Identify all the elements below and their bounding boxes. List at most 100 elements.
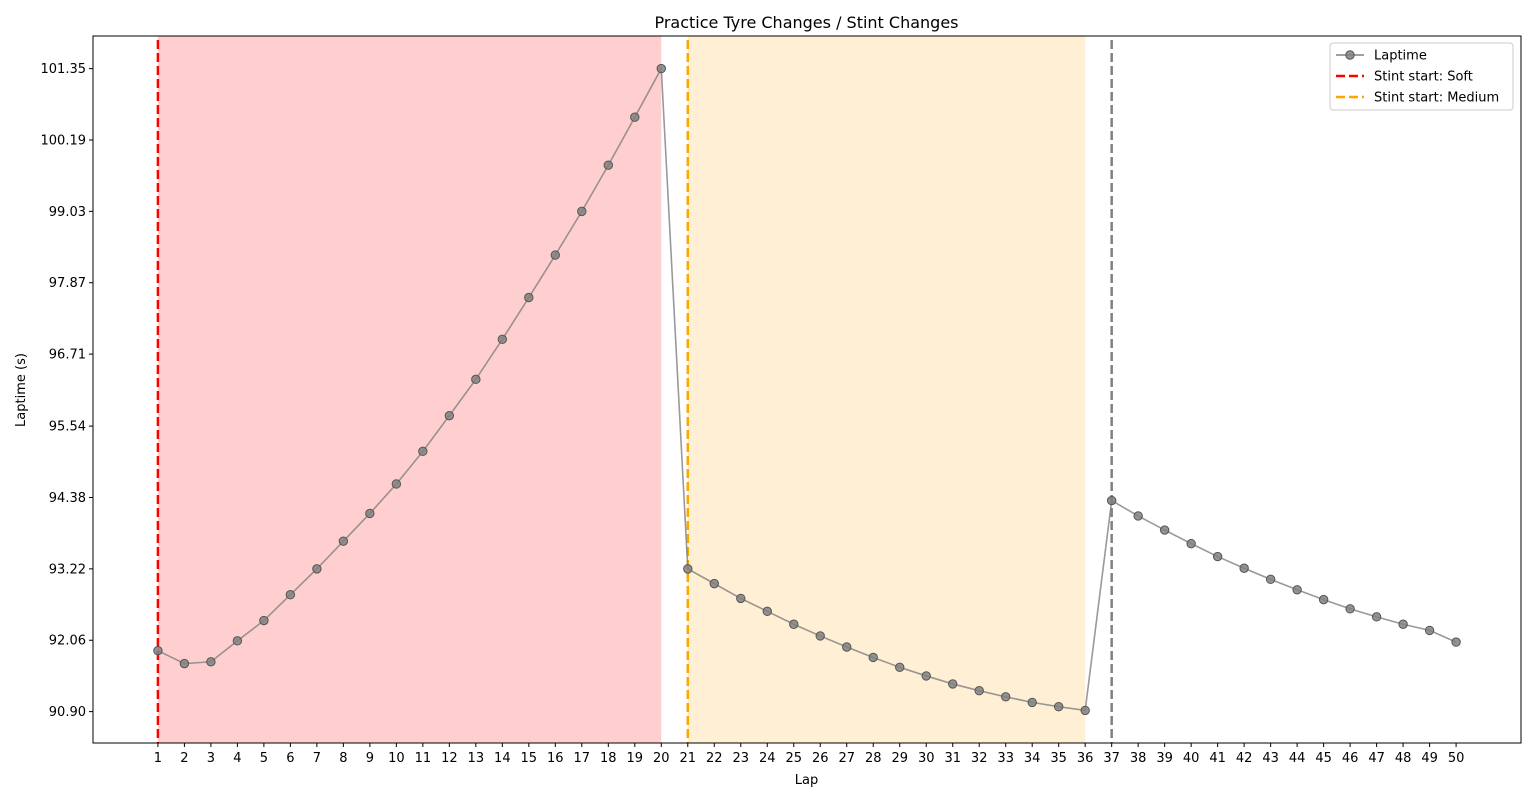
data-point xyxy=(1398,619,1408,629)
x-tick-label: 7 xyxy=(313,751,321,766)
y-tick-label: 96.71 xyxy=(49,348,86,363)
x-tick-label: 14 xyxy=(494,751,511,766)
x-tick-label: 17 xyxy=(574,751,591,766)
data-point xyxy=(497,334,508,345)
x-tick-label: 21 xyxy=(680,751,697,766)
x-tick-label: 23 xyxy=(732,751,749,766)
y-axis-label: Laptime (s) xyxy=(14,353,29,427)
data-point xyxy=(1001,692,1011,702)
x-tick-label: 40 xyxy=(1183,751,1200,766)
y-tick-label: 90.90 xyxy=(49,705,86,720)
x-tick-label: 4 xyxy=(233,751,241,766)
series-line-1 xyxy=(157,65,1457,712)
series-layer xyxy=(153,63,1461,716)
x-tick-label: 34 xyxy=(1024,751,1041,766)
x-axis: 1 2 3 4 5 6 7 8 9 10 11 12 13 14 15 16 17 18 19 20 21 22 23 24 2… xyxy=(154,743,1465,766)
legend-label: Stint start: Medium xyxy=(1374,91,1499,106)
y-tick-label: 99.03 xyxy=(49,205,86,220)
data-point xyxy=(1239,563,1249,573)
data-point xyxy=(1451,637,1461,647)
x-tick-label: 36 xyxy=(1077,751,1094,766)
data-point xyxy=(550,250,561,260)
x-tick-label: 45 xyxy=(1315,751,1332,766)
data-point xyxy=(1133,511,1143,521)
data-point xyxy=(868,652,878,663)
data-point xyxy=(1159,525,1170,535)
data-point xyxy=(1292,585,1302,595)
data-point xyxy=(1318,594,1329,605)
x-tick-label: 15 xyxy=(521,751,538,766)
y-tick-label: 94.38 xyxy=(49,491,86,506)
plot-frame xyxy=(92,35,1522,744)
legend-marker-icon xyxy=(1345,50,1355,60)
x-tick-label: 28 xyxy=(865,751,882,766)
x-tick-label: 24 xyxy=(759,751,776,766)
x-tick-label: 1 xyxy=(154,751,162,766)
x-tick-label: 42 xyxy=(1236,751,1253,766)
data-point xyxy=(709,578,719,589)
x-tick-label: 35 xyxy=(1050,751,1067,766)
x-tick-label: 48 xyxy=(1395,751,1412,766)
data-point xyxy=(603,160,613,170)
x-tick-label: 5 xyxy=(260,751,268,766)
data-point xyxy=(259,615,269,626)
x-tick-label: 43 xyxy=(1262,751,1279,766)
x-tick-label: 25 xyxy=(785,751,802,766)
x-tick-label: 50 xyxy=(1448,751,1465,766)
x-tick-label: 46 xyxy=(1342,751,1359,766)
data-point xyxy=(365,508,375,519)
data-point xyxy=(232,636,243,646)
stint-lines xyxy=(156,40,1113,743)
x-tick-label: 2 xyxy=(180,751,188,766)
x-tick-label: 12 xyxy=(441,751,458,766)
data-point xyxy=(338,536,349,546)
legend: Laptime Stint start: Soft Stint start: Med… xyxy=(1329,42,1514,111)
data-point xyxy=(285,590,296,600)
x-tick-label: 26 xyxy=(812,751,829,766)
x-tick-label: 10 xyxy=(388,751,405,766)
x-tick-label: 18 xyxy=(600,751,617,766)
x-tick-label: 11 xyxy=(415,751,432,766)
data-point xyxy=(1027,697,1037,708)
x-tick-label: 3 xyxy=(207,751,215,766)
data-point xyxy=(1371,612,1382,622)
data-point xyxy=(1345,604,1355,614)
data-point xyxy=(418,446,428,457)
data-point xyxy=(762,606,772,617)
x-tick-label: 49 xyxy=(1421,751,1438,766)
data-point xyxy=(1053,701,1064,712)
x-tick-label: 32 xyxy=(971,751,988,766)
y-tick-label: 100.19 xyxy=(41,133,87,148)
x-tick-label: 20 xyxy=(653,751,670,766)
x-tick-label: 29 xyxy=(891,751,908,766)
data-point xyxy=(524,292,534,303)
y-tick-label: 101.35 xyxy=(41,62,87,77)
x-tick-label: 6 xyxy=(286,751,294,766)
data-point xyxy=(1212,551,1223,562)
x-tick-label: 33 xyxy=(997,751,1014,766)
data-point xyxy=(1265,574,1276,585)
x-tick-label: 37 xyxy=(1103,751,1120,766)
x-tick-label: 38 xyxy=(1130,751,1147,766)
x-tick-label: 22 xyxy=(706,751,723,766)
y-tick-label: 97.87 xyxy=(49,276,86,291)
data-point xyxy=(1424,625,1435,636)
x-tick-label: 27 xyxy=(838,751,855,766)
x-tick-label: 8 xyxy=(339,751,347,766)
data-point xyxy=(683,564,693,574)
stint-bands xyxy=(157,36,1086,743)
x-tick-label: 9 xyxy=(366,751,374,766)
x-tick-label: 39 xyxy=(1156,751,1173,766)
data-point xyxy=(974,685,984,696)
data-point xyxy=(577,206,587,217)
legend-label: Stint start: Soft xyxy=(1374,70,1473,85)
data-point xyxy=(179,658,190,669)
y-tick-label: 95.54 xyxy=(49,420,86,435)
y-tick-label: 92.06 xyxy=(49,634,86,649)
data-point xyxy=(736,593,746,604)
stint-band-2 xyxy=(687,36,1086,743)
legend-label: Laptime xyxy=(1374,49,1427,64)
x-tick-label: 44 xyxy=(1289,751,1306,766)
y-tick-label: 93.22 xyxy=(49,562,86,577)
